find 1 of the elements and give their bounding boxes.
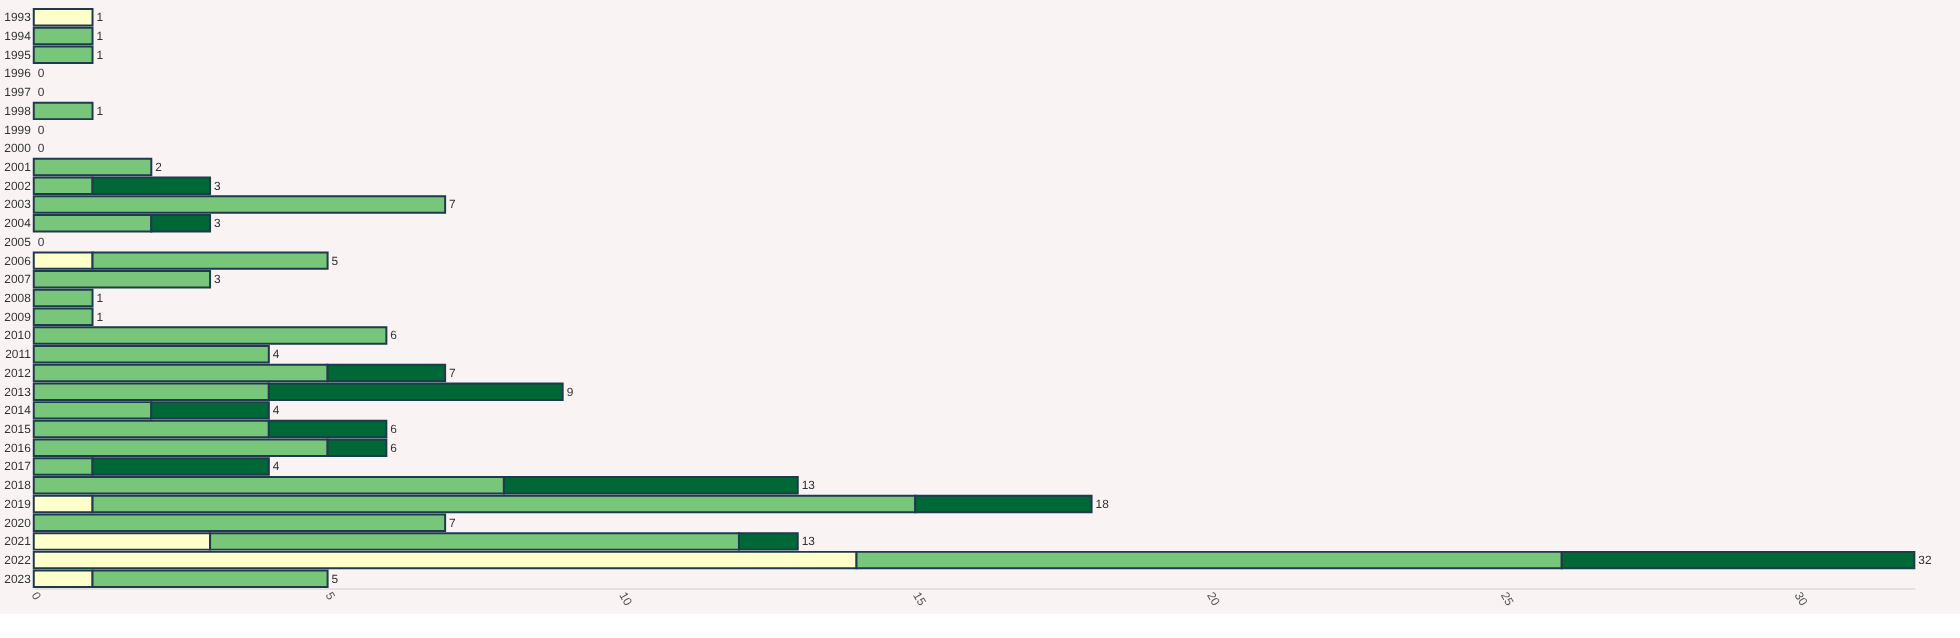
bar	[32, 101, 94, 121]
